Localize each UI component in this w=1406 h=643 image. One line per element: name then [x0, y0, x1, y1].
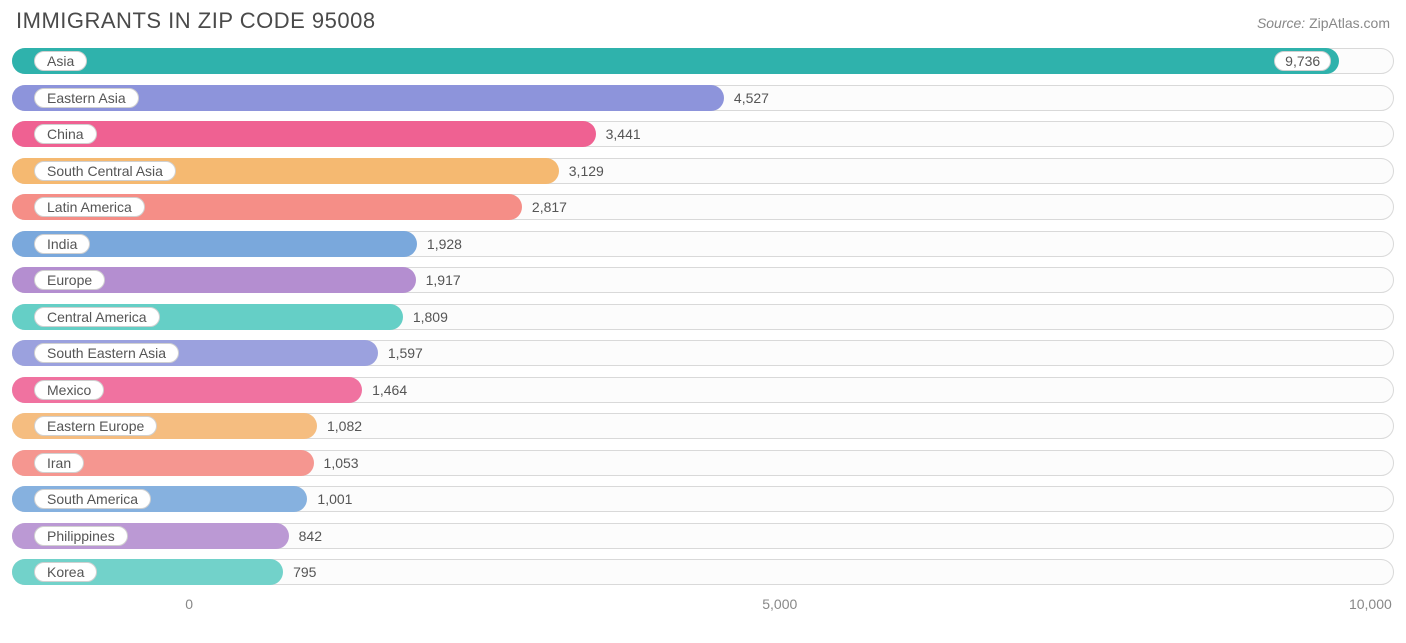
bar-category-label: Europe — [34, 270, 105, 290]
bar-category-label: Central America — [34, 307, 160, 327]
bar-row: South Eastern Asia 1,597 — [12, 340, 1394, 366]
source-prefix: Source: — [1257, 15, 1309, 31]
bar-category-label: South Eastern Asia — [34, 343, 179, 363]
bar-row: India 1,928 — [12, 231, 1394, 257]
bar-fill — [12, 121, 596, 147]
bar-value-label: 1,917 — [426, 272, 461, 288]
bar-category-label: Korea — [34, 562, 97, 582]
bar-row: Central America 1,809 — [12, 304, 1394, 330]
bar-category-label: Eastern Europe — [34, 416, 157, 436]
bar-row: Mexico 1,464 — [12, 377, 1394, 403]
bar-category-label: Latin America — [34, 197, 145, 217]
bar-value-label: 3,129 — [569, 163, 604, 179]
bar-category-label: Asia — [34, 51, 87, 71]
axis-tick-label: 0 — [185, 596, 193, 612]
bar-value-label: 3,441 — [606, 126, 641, 142]
bar-category-label: South Central Asia — [34, 161, 176, 181]
bar-row: Eastern Europe 1,082 — [12, 413, 1394, 439]
bar-row: Eastern Asia 4,527 — [12, 85, 1394, 111]
bar-row: Latin America 2,817 — [12, 194, 1394, 220]
bar-value-label: 4,527 — [734, 90, 769, 106]
bar-value-label: 1,597 — [388, 345, 423, 361]
bar-value-label: 2,817 — [532, 199, 567, 215]
bar-value-label: 842 — [299, 528, 322, 544]
bar-row: Korea 795 — [12, 559, 1394, 585]
bar-category-label: Philippines — [34, 526, 128, 546]
source-name: ZipAtlas.com — [1309, 15, 1390, 31]
bar-value-label: 9,736 — [1274, 51, 1331, 71]
bar-fill — [12, 48, 1339, 74]
bar-chart: Asia 9,736 Eastern Asia 4,527 China 3,441 Sout… — [12, 48, 1394, 585]
bar-value-label: 1,053 — [324, 455, 359, 471]
bar-category-label: Mexico — [34, 380, 104, 400]
bar-value-label: 1,082 — [327, 418, 362, 434]
bar-category-label: Eastern Asia — [34, 88, 139, 108]
bar-value-label: 1,928 — [427, 236, 462, 252]
bar-row: South America 1,001 — [12, 486, 1394, 512]
bar-value-label: 795 — [293, 564, 316, 580]
bar-row: South Central Asia 3,129 — [12, 158, 1394, 184]
chart-title: IMMIGRANTS IN ZIP CODE 95008 — [16, 8, 376, 34]
bar-category-label: South America — [34, 489, 151, 509]
chart-header: IMMIGRANTS IN ZIP CODE 95008 Source: Zip… — [12, 8, 1394, 34]
axis-tick-label: 5,000 — [762, 596, 797, 612]
bar-value-label: 1,464 — [372, 382, 407, 398]
bar-row: Asia 9,736 — [12, 48, 1394, 74]
axis-tick-label: 10,000 — [1349, 596, 1392, 612]
chart-source: Source: ZipAtlas.com — [1257, 15, 1390, 31]
bar-value-label: 1,809 — [413, 309, 448, 325]
bar-row: Philippines 842 — [12, 523, 1394, 549]
bar-row: Iran 1,053 — [12, 450, 1394, 476]
bar-value-label: 1,001 — [317, 491, 352, 507]
bar-row: China 3,441 — [12, 121, 1394, 147]
bar-category-label: India — [34, 234, 90, 254]
bar-category-label: China — [34, 124, 97, 144]
bar-row: Europe 1,917 — [12, 267, 1394, 293]
bar-category-label: Iran — [34, 453, 84, 473]
x-axis: 0 5,000 10,000 — [12, 596, 1394, 616]
